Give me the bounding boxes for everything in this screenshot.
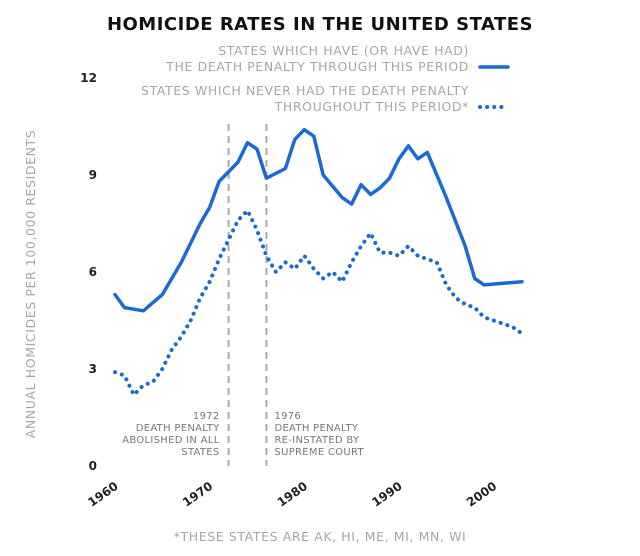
x-tick-label: 1980 bbox=[275, 479, 310, 510]
y-tick-label: 12 bbox=[80, 71, 97, 85]
series-line-no-death-penalty bbox=[113, 208, 524, 397]
footnote: *THESE STATES ARE AK, HI, ME, MI, MN, WI bbox=[174, 529, 467, 544]
x-axis-ticks: 1960 1970 1980 1990 2000 bbox=[85, 479, 499, 510]
legend-label-line: THE DEATH PENALTY THROUGH THIS PERIOD bbox=[165, 59, 469, 74]
reference-annotation-line: DEATH PENALTY bbox=[274, 423, 358, 434]
y-tick-label: 9 bbox=[89, 168, 97, 182]
y-axis-label: ANNUAL HOMICIDES PER 100,000 RESIDENTS bbox=[23, 130, 38, 439]
legend: STATES WHICH HAVE (OR HAVE HAD)THE DEATH… bbox=[141, 43, 510, 114]
y-tick-label: 3 bbox=[89, 362, 97, 376]
series-line-death-penalty bbox=[113, 127, 524, 313]
y-axis-ticks: 0 3 6 9 12 bbox=[80, 71, 97, 473]
legend-label-line: STATES WHICH HAVE (OR HAVE HAD) bbox=[218, 43, 469, 58]
reference-annotation-line: SUPREME COURT bbox=[274, 447, 364, 458]
legend-label-line: THROUGHOUT THIS PERIOD* bbox=[274, 99, 469, 114]
y-tick-label: 0 bbox=[89, 459, 97, 473]
reference-annotation-line: RE-INSTATED BY bbox=[274, 435, 360, 446]
legend-label-line: STATES WHICH NEVER HAD THE DEATH PENALTY bbox=[141, 83, 469, 98]
x-tick-label: 1960 bbox=[85, 479, 120, 510]
y-tick-label: 6 bbox=[89, 265, 97, 279]
reference-annotation-line: ABOLISHED IN ALL bbox=[122, 435, 220, 446]
x-tick-label: 1970 bbox=[180, 479, 215, 510]
series-layer bbox=[113, 127, 524, 397]
reference-annotation-line: DEATH PENALTY bbox=[136, 423, 220, 434]
reference-annotation-line: STATES bbox=[181, 447, 219, 458]
reference-annotation-line: 1972 bbox=[193, 411, 220, 422]
reference-annotation-line: 1976 bbox=[274, 411, 301, 422]
chart-title: HOMICIDE RATES IN THE UNITED STATES bbox=[107, 14, 533, 35]
x-tick-label: 2000 bbox=[464, 479, 499, 510]
x-tick-label: 1990 bbox=[369, 479, 404, 510]
